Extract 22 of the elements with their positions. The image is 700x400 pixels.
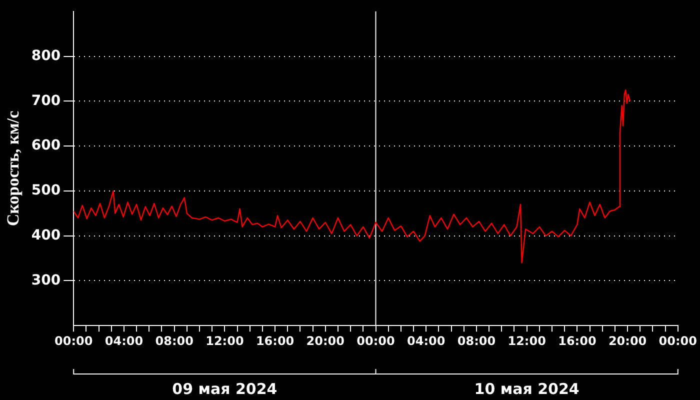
x-tick-label: 00:00 xyxy=(356,334,395,348)
x-tick-label: 16:00 xyxy=(256,334,294,348)
x-tick-label: 16:00 xyxy=(558,334,596,348)
x-tick-label: 20:00 xyxy=(608,334,647,348)
x-tick-label: 20:00 xyxy=(306,334,345,348)
y-tick-label: 600 xyxy=(31,138,61,154)
x-tick-label: 12:00 xyxy=(508,334,546,348)
y-tick-label: 700 xyxy=(31,92,61,109)
y-tick-label: 300 xyxy=(31,272,61,288)
y-tick-label: 500 xyxy=(31,182,61,199)
x-tick-label: 12:00 xyxy=(206,334,244,348)
x-tick-label: 08:00 xyxy=(155,334,194,348)
y-axis-title: Скорость, км/с xyxy=(4,110,23,226)
x-tick-label: 08:00 xyxy=(457,334,496,348)
text: 09 мая 2024 xyxy=(172,380,278,398)
x-tick-label: 00:00 xyxy=(54,334,93,348)
y-tick-label: 400 xyxy=(31,227,61,244)
x-tick-label: 00:00 xyxy=(658,334,698,348)
text: 10 мая 2024 xyxy=(474,380,580,398)
x-tick-label: 04:00 xyxy=(104,334,144,348)
y-tick-label: 800 xyxy=(31,48,61,64)
x-tick-label: 04:00 xyxy=(407,334,446,348)
